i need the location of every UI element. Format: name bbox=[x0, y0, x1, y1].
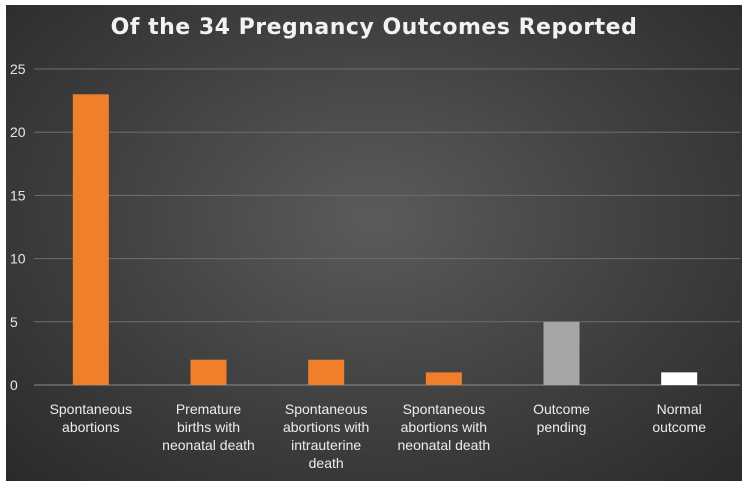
bar bbox=[425, 372, 462, 385]
bar bbox=[72, 94, 109, 385]
bar bbox=[308, 359, 345, 385]
x-tick-label: intrauterine bbox=[291, 437, 361, 453]
chart-title: Of the 34 Pregnancy Outcomes Reported bbox=[110, 15, 638, 40]
x-tick-label: births with bbox=[177, 419, 240, 435]
x-tick-label: Spontaneous bbox=[403, 401, 486, 417]
y-tick-label: 5 bbox=[10, 314, 18, 330]
x-tick-label: neonatal death bbox=[398, 437, 491, 453]
y-tick-label: 25 bbox=[10, 61, 26, 77]
y-tick-label: 15 bbox=[10, 187, 26, 203]
x-tick-label: abortions with bbox=[401, 419, 487, 435]
y-tick-label: 20 bbox=[10, 124, 26, 140]
x-tick-label: Spontaneous bbox=[285, 401, 368, 417]
x-tick-label: pending bbox=[537, 419, 587, 435]
x-tick-label: abortions bbox=[62, 419, 120, 435]
x-tick-label: outcome bbox=[652, 419, 706, 435]
x-tick-label: Premature bbox=[176, 401, 242, 417]
x-tick-label: Outcome bbox=[533, 401, 590, 417]
bar bbox=[661, 372, 698, 385]
x-tick-label: death bbox=[309, 455, 344, 471]
x-tick-label: abortions with bbox=[283, 419, 369, 435]
x-tick-label: Spontaneous bbox=[50, 401, 133, 417]
y-tick-label: 10 bbox=[10, 251, 26, 267]
x-tick-label: Normal bbox=[657, 401, 702, 417]
bar-chart: 0 5 10 15 20 25 Spontaneous abortions Premature b… bbox=[10, 61, 740, 471]
chart-area: Of the 34 Pregnancy Outcomes Reported 0 5… bbox=[6, 5, 742, 481]
x-tick-label: neonatal death bbox=[162, 437, 255, 453]
bar bbox=[190, 359, 227, 385]
y-tick-label: 0 bbox=[10, 377, 18, 393]
bar bbox=[543, 321, 580, 385]
